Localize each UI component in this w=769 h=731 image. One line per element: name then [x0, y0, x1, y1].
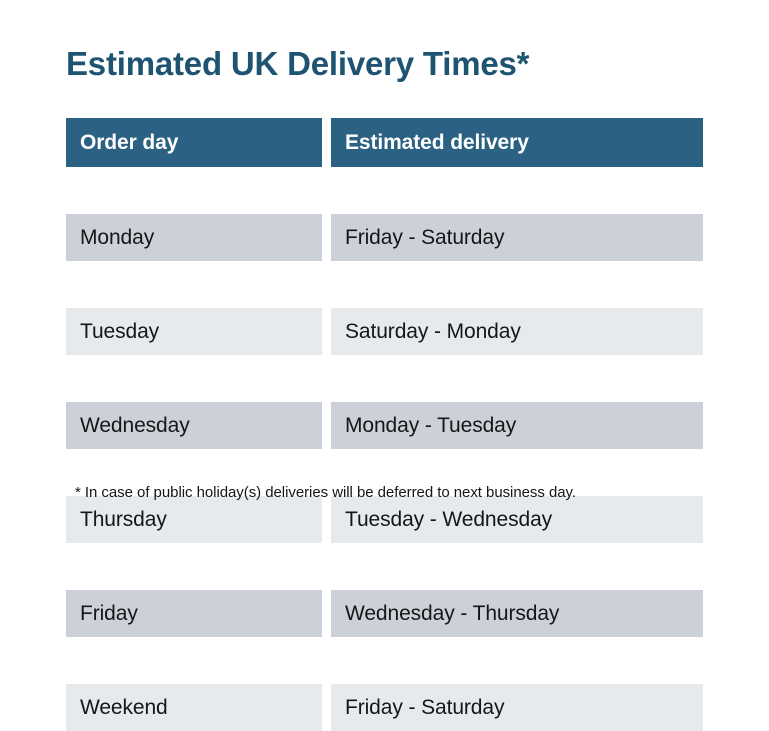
cell-estimated-delivery: Monday - Tuesday — [331, 402, 703, 449]
row-gap-cell — [66, 261, 322, 308]
footnote: * In case of public holiday(s) deliverie… — [75, 484, 576, 501]
row-gap-cell — [66, 543, 322, 590]
column-header-estimated-delivery: Estimated delivery — [331, 118, 703, 167]
cell-estimated-delivery: Friday - Saturday — [331, 684, 703, 731]
cell-estimated-delivery: Saturday - Monday — [331, 308, 703, 355]
page-title: Estimated UK Delivery Times* — [66, 45, 530, 82]
row-gap-cell — [322, 637, 331, 684]
column-gutter — [322, 496, 331, 543]
column-gutter — [322, 590, 331, 637]
column-header-order-day: Order day — [66, 118, 322, 167]
column-gutter — [322, 118, 331, 167]
row-gap-cell — [331, 261, 703, 308]
column-gutter — [322, 308, 331, 355]
table-row: Friday Wednesday - Thursday — [66, 590, 703, 637]
delivery-times-page: Estimated UK Delivery Times* Order day E… — [66, 45, 703, 731]
table-header-row: Order day Estimated delivery — [66, 118, 703, 167]
cell-order-day: Thursday — [66, 496, 322, 543]
delivery-times-table: Order day Estimated delivery Monday Frid… — [66, 118, 703, 731]
row-gap-cell — [331, 637, 703, 684]
cell-estimated-delivery: Tuesday - Wednesday — [331, 496, 703, 543]
row-gap-cell — [331, 355, 703, 402]
cell-estimated-delivery: Friday - Saturday — [331, 214, 703, 261]
row-gap-cell — [322, 261, 331, 308]
table-row: Tuesday Saturday - Monday — [66, 308, 703, 355]
row-gap — [66, 261, 703, 308]
row-gap-cell — [322, 449, 331, 496]
cell-order-day: Friday — [66, 590, 322, 637]
cell-order-day: Tuesday — [66, 308, 322, 355]
table-row: Weekend Friday - Saturday — [66, 684, 703, 731]
cell-estimated-delivery: Wednesday - Thursday — [331, 590, 703, 637]
column-gutter — [322, 684, 331, 731]
row-gap-cell — [322, 355, 331, 402]
row-gap — [66, 543, 703, 590]
column-gutter — [322, 402, 331, 449]
cell-order-day: Wednesday — [66, 402, 322, 449]
column-gutter — [322, 214, 331, 261]
cell-order-day: Weekend — [66, 684, 322, 731]
row-gap — [66, 637, 703, 684]
row-gap-cell — [66, 167, 322, 214]
table-row: Monday Friday - Saturday — [66, 214, 703, 261]
row-gap-cell — [322, 167, 331, 214]
table-row: Thursday Tuesday - Wednesday — [66, 496, 703, 543]
row-gap-cell — [66, 637, 322, 684]
row-gap-cell — [331, 167, 703, 214]
row-gap-cell — [331, 543, 703, 590]
table-row: Wednesday Monday - Tuesday — [66, 402, 703, 449]
row-gap-cell — [322, 543, 331, 590]
row-gap-cell — [66, 355, 322, 402]
row-gap — [66, 355, 703, 402]
cell-order-day: Monday — [66, 214, 322, 261]
row-gap — [66, 167, 703, 214]
row-gap — [66, 449, 703, 496]
row-gap-cell — [331, 449, 703, 496]
row-gap-cell — [66, 449, 322, 496]
